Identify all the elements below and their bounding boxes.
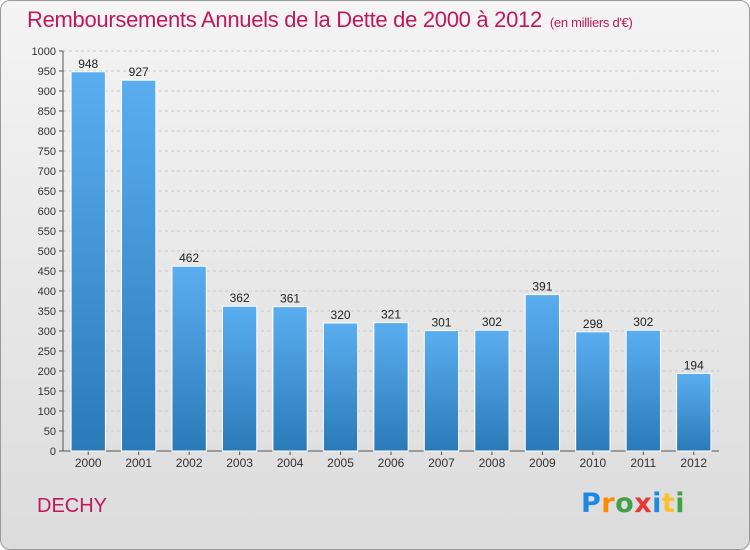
x-tick-label: 2012 (680, 456, 707, 470)
y-tick-label: 600 (38, 206, 56, 218)
x-tick-label: 2011 (630, 456, 656, 470)
bars (70, 71, 712, 452)
y-tick-label: 250 (38, 346, 56, 358)
bar (373, 322, 409, 452)
y-tick-label: 950 (38, 66, 56, 78)
location-label: DECHY (37, 495, 108, 517)
y-tick-label: 500 (38, 246, 56, 258)
logo-letter: o (615, 488, 635, 519)
bar-value-label: 391 (532, 280, 552, 294)
chart-title: Remboursements Annuels de la Dette de 20… (27, 7, 633, 33)
logo-letter: x (634, 488, 653, 519)
y-tick-label: 750 (38, 146, 56, 158)
y-tick-label: 550 (38, 226, 56, 238)
y-tick-label: 50 (44, 426, 56, 438)
x-tick-label: 2001 (125, 456, 152, 470)
y-tick-labels: 0 50 100 150 200 250 300 350 400 450 500 550 600 650 7… (32, 46, 56, 458)
y-tick-label: 350 (38, 306, 56, 318)
y-tick-label: 700 (38, 166, 56, 178)
x-tick-label: 2002 (176, 456, 203, 470)
logo-letter: t (661, 488, 676, 519)
bar-value-label: 927 (129, 65, 149, 79)
y-tick-label: 150 (38, 386, 56, 398)
bar (171, 265, 207, 452)
y-tick-label: 850 (38, 106, 56, 118)
chart-subtitle: (en milliers d'€) (549, 15, 633, 30)
y-tick-label: 450 (38, 266, 56, 278)
bar (575, 331, 611, 452)
bar (676, 372, 712, 452)
y-tick-label: 900 (38, 86, 56, 98)
x-tick-label: 2007 (428, 456, 455, 470)
logo-letter: i (652, 488, 662, 519)
bar (474, 329, 510, 452)
y-tick-label: 200 (38, 366, 56, 378)
logo-letter: P (581, 488, 602, 519)
logo-letter: r (601, 488, 616, 519)
bar-value-label: 194 (684, 358, 704, 372)
x-tick-label: 2006 (378, 456, 405, 470)
y-tick-label: 800 (38, 126, 56, 138)
bar (70, 71, 106, 452)
bar-value-label: 298 (583, 317, 603, 331)
bar (272, 306, 308, 452)
chart-title-text: Remboursements Annuels de la Dette de 20… (27, 7, 542, 32)
bar-value-label: 301 (431, 316, 451, 330)
y-tick-label: 300 (38, 326, 56, 338)
x-tick-label: 2005 (327, 456, 354, 470)
x-tick-label: 2008 (479, 456, 506, 470)
y-tick-label: 650 (38, 186, 56, 198)
bar-value-label: 320 (331, 308, 351, 322)
bar-value-label: 321 (381, 308, 401, 322)
x-tick-label: 2009 (529, 456, 556, 470)
y-tick-label: 100 (38, 406, 56, 418)
bar (322, 322, 359, 452)
logo-letter: i (675, 488, 686, 519)
x-tick-label: 2003 (226, 456, 253, 470)
value-labels: 948 927 462 362 361 320 321 301 302 391 298 302 194 (78, 57, 704, 373)
y-tick-label: 0 (50, 446, 56, 458)
bar-value-label: 948 (78, 57, 98, 71)
bar (423, 330, 460, 452)
bar-value-label: 462 (179, 251, 199, 265)
bar (121, 79, 157, 452)
bar-value-label: 302 (482, 315, 502, 329)
bar-value-label: 362 (230, 291, 250, 305)
x-tick-label: 2000 (75, 456, 102, 470)
x-tick-label: 2004 (277, 456, 304, 470)
bar-value-label: 361 (280, 292, 300, 306)
x-tick-labels: 2000 2001 2002 2003 2004 2005 2006 2007 2008 2009… (75, 456, 708, 470)
proxiti-logo[interactable]: Proxiti (581, 488, 685, 519)
bar (524, 294, 561, 452)
bar (221, 305, 258, 452)
x-tick-label: 2010 (579, 456, 606, 470)
bar-value-label: 302 (633, 315, 653, 329)
y-tick-label: 400 (38, 286, 56, 298)
y-tick-label: 1000 (32, 46, 56, 58)
bar (625, 329, 661, 452)
